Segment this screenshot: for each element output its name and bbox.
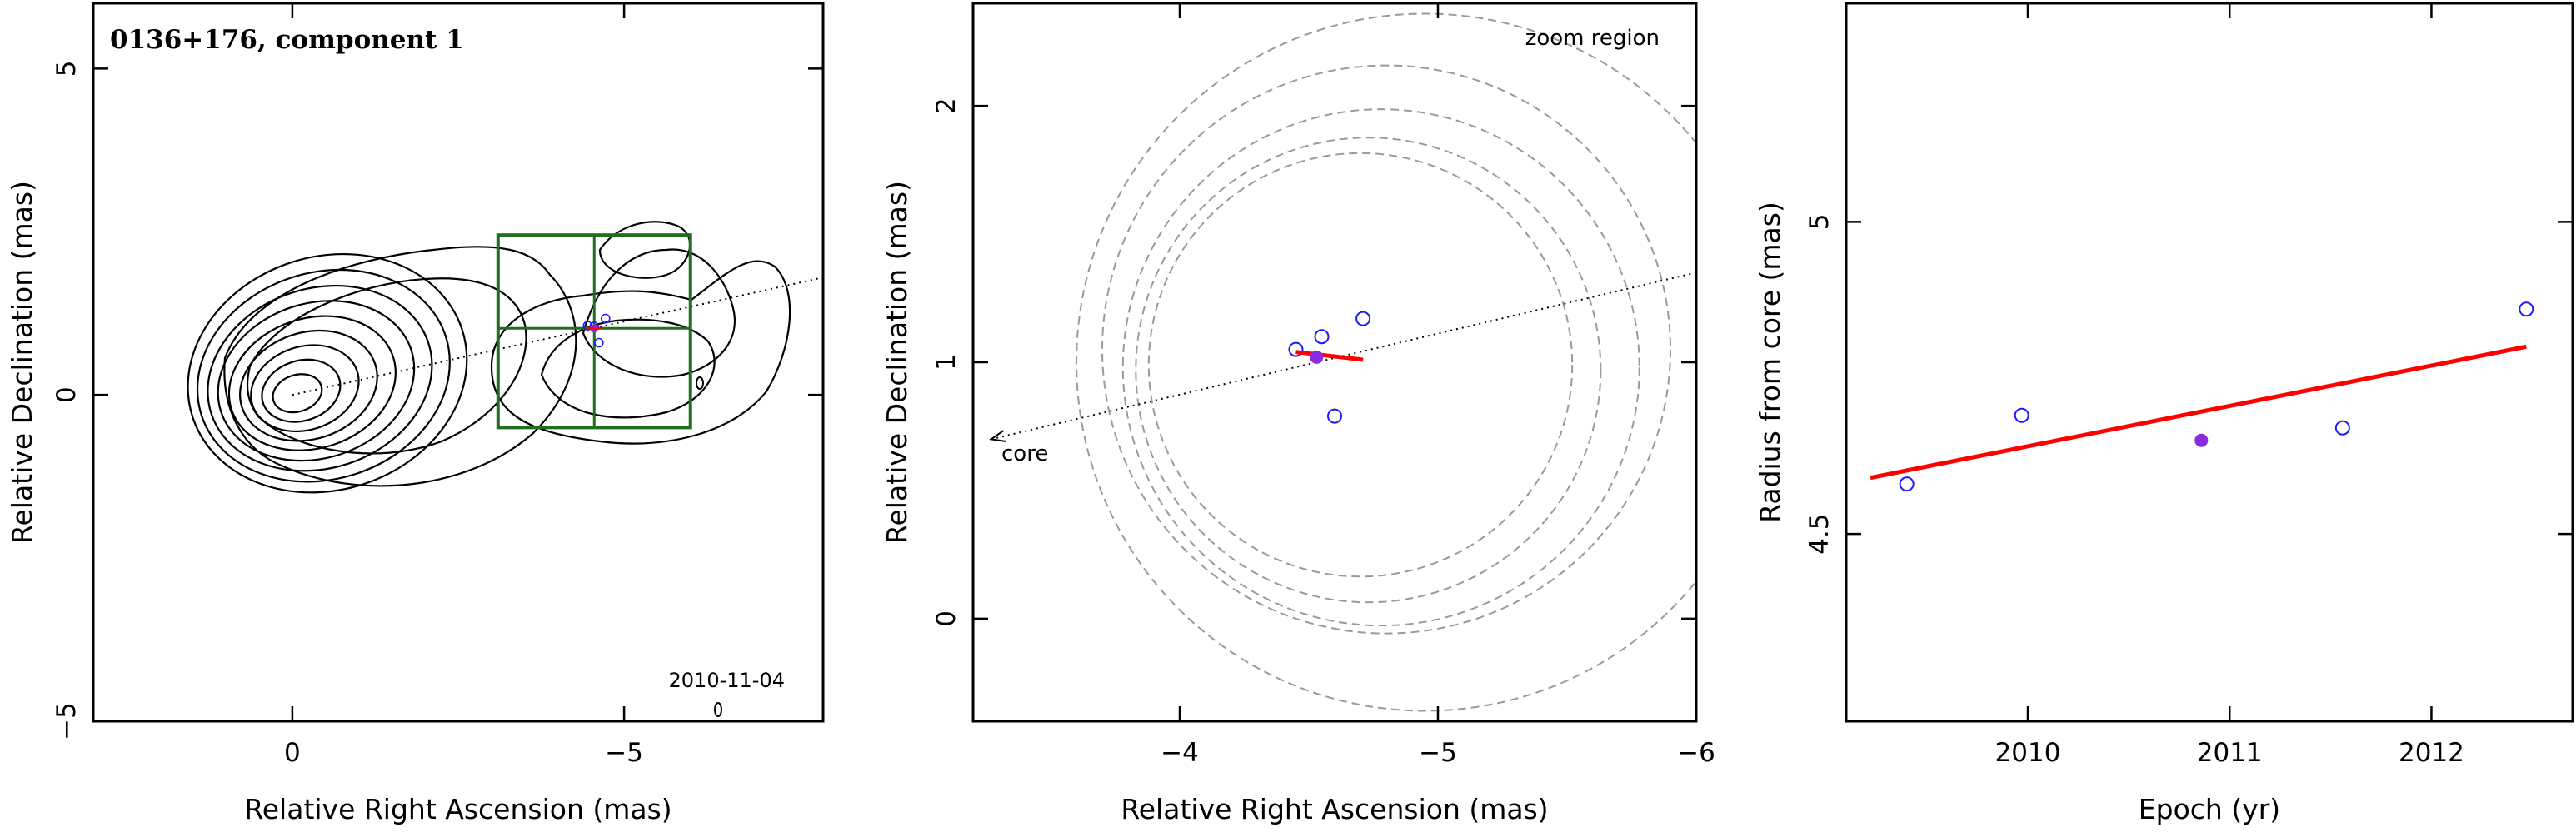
p2-zoom-circle — [1135, 137, 1602, 604]
p2-current-point — [1310, 350, 1324, 364]
p1-core-contour — [187, 252, 468, 494]
p3-data-point — [2334, 420, 2350, 436]
p2-zoom-circle — [1121, 108, 1640, 627]
p3-xtick-label: 2010 — [1995, 738, 2061, 768]
p2-xtick-label: −4 — [1161, 738, 1199, 768]
p2-ytick-label: 1 — [931, 354, 961, 371]
p1-core-contour — [250, 344, 360, 433]
p3-data-point — [1899, 476, 1915, 492]
p1-component-point — [594, 337, 604, 348]
p2-ticks: −4 −5 −6 0 1 2 — [931, 3, 1715, 768]
p1-direction-line — [292, 277, 824, 396]
p2-zoom-label: zoom region — [1525, 26, 1660, 51]
p1-jet-contour — [246, 277, 527, 455]
p2-core-label: core — [1001, 441, 1048, 466]
p3-data-point — [2519, 301, 2534, 317]
p1-marks — [292, 233, 824, 430]
p3-marks — [1870, 301, 2534, 492]
p1-jet-contour — [540, 318, 716, 419]
p2-fit-segment — [1295, 350, 1364, 362]
p1-small-contour — [714, 702, 722, 717]
p1-component-point — [600, 313, 611, 324]
p1-core-contour — [239, 329, 378, 442]
p3-xtick-label: 2012 — [2399, 738, 2464, 768]
p3-fit-line — [1870, 344, 2527, 481]
p1-ticks: 0 −5 −5 0 5 — [52, 3, 823, 768]
p2-ytick-label: 0 — [931, 610, 961, 627]
p1-ylabel: Relative Declination (mas) — [6, 181, 38, 544]
p1-ytick-label: 5 — [52, 60, 82, 77]
p1-ytick-label: 0 — [52, 386, 82, 403]
p2-core-arrowhead — [989, 430, 1006, 442]
p1-ytick-label: −5 — [52, 702, 82, 740]
p1-annotation-date: 2010-11-04 — [669, 669, 785, 692]
p2-zoom-circle — [1147, 152, 1574, 578]
p2-xtick-label: −6 — [1677, 738, 1715, 768]
p1-core-contour — [272, 373, 323, 414]
panel-3-radius: 2010 2011 2012 4.5 5 Epoch (yr) Radius from … — [1754, 2, 2574, 825]
p2-zoom-circle — [1076, 12, 1696, 712]
p3-ytick-label: 4.5 — [1805, 513, 1835, 554]
p3-xtick-label: 2011 — [2197, 738, 2263, 768]
p1-title: 0136+176, component 1 — [110, 25, 464, 55]
p2-component-point — [1327, 408, 1342, 424]
p2-circles — [1076, 12, 1696, 712]
p1-core-contour — [261, 358, 342, 423]
p3-ticks: 2010 2011 2012 4.5 5 — [1805, 3, 2573, 768]
p1-xlabel: Relative Right Ascension (mas) — [244, 793, 671, 825]
p1-jet-contour — [582, 248, 736, 378]
p1-jet-contour — [223, 246, 577, 487]
p1-core-contour — [217, 300, 416, 462]
p2-xlabel: Relative Right Ascension (mas) — [1121, 793, 1548, 825]
p2-ylabel: Relative Declination (mas) — [881, 181, 913, 544]
panel-1-map: 0 −5 −5 0 5 0136+176, component 1 2010-11-04… — [6, 2, 825, 825]
p1-frame — [92, 2, 825, 723]
panel-2-zoom: −4 −5 −6 0 1 2 zoom region core Relative Righ… — [881, 2, 1715, 825]
p1-small-contour — [696, 376, 704, 390]
p1-core-contour — [207, 284, 433, 472]
p3-frame — [1845, 2, 2574, 723]
p3-ylabel: Radius from core (mas) — [1754, 202, 1786, 523]
p3-xlabel: Epoch (yr) — [2139, 793, 2280, 825]
p1-jet-contour — [490, 260, 791, 445]
p3-data-point — [2014, 407, 2029, 423]
p1-xtick-label: −5 — [605, 738, 643, 768]
p3-current-point — [2194, 433, 2209, 447]
p2-xtick-label: −5 — [1419, 738, 1457, 768]
p1-xtick-label: 0 — [284, 738, 301, 768]
p2-marks — [989, 272, 1696, 442]
p2-zoom-circle — [1101, 64, 1671, 635]
p1-contours — [187, 221, 791, 717]
p2-component-point — [1314, 329, 1330, 345]
p2-component-point — [1355, 311, 1371, 326]
p1-core-contour — [196, 268, 451, 483]
p2-component-point — [1288, 341, 1304, 357]
p2-ytick-label: 2 — [931, 97, 961, 114]
p3-ytick-label: 5 — [1805, 213, 1835, 230]
p2-frame — [971, 2, 1698, 723]
